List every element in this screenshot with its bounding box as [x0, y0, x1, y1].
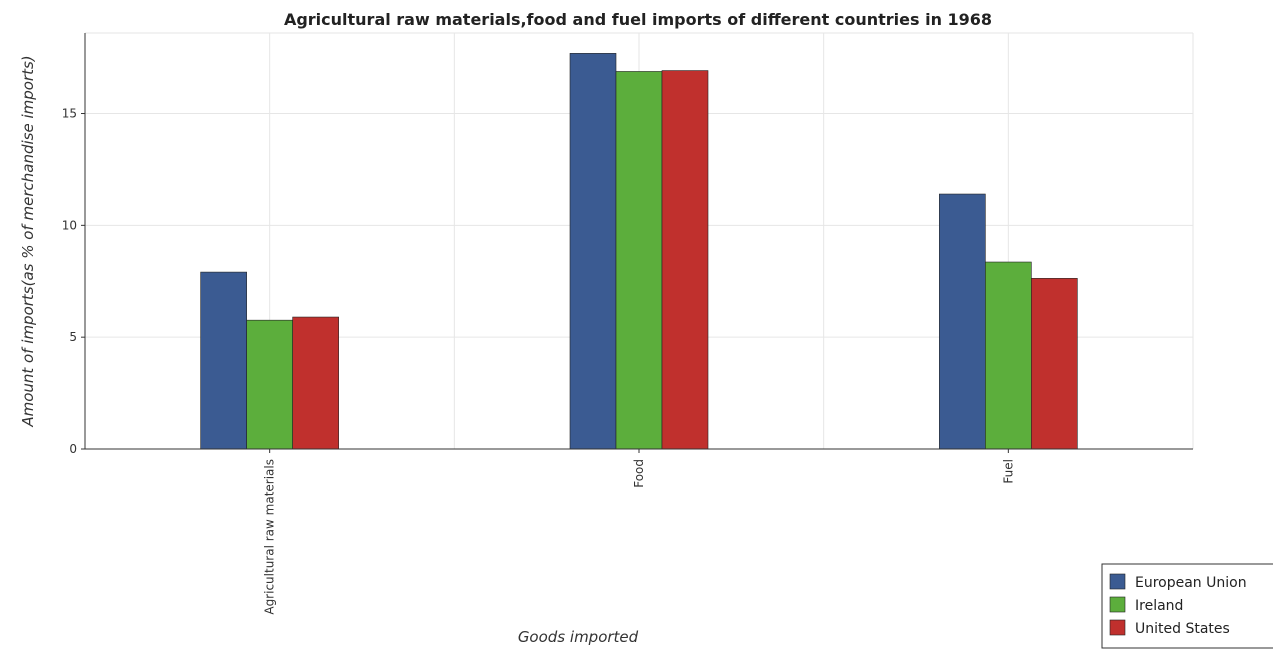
legend-swatch [1109, 573, 1126, 590]
bar-european-union-fuel [939, 193, 986, 450]
bar-united-states-agricultural-raw-materials [292, 316, 339, 450]
bar-european-union-food [569, 53, 617, 450]
bar-ireland-fuel [985, 261, 1032, 450]
bar-united-states-fuel [1031, 278, 1078, 450]
bar-ireland-food [615, 71, 663, 450]
legend: European Union Ireland United States [1101, 563, 1273, 649]
x-tick-label: Food [632, 459, 646, 488]
x-axis-title: Goods imported [518, 628, 639, 646]
y-tick-label: 5 [69, 330, 77, 344]
legend-box [1101, 563, 1273, 649]
bars [200, 53, 1078, 450]
legend-label: United States [1135, 621, 1230, 637]
y-axis-title: Amount of imports(as % of merchandise im… [19, 55, 37, 427]
y-tick-label: 10 [62, 218, 77, 232]
x-tick-label: Fuel [1001, 459, 1015, 484]
legend-label: European Union [1135, 575, 1247, 591]
legend-label: Ireland [1135, 598, 1183, 614]
x-tick-label: Agricultural raw materials [263, 459, 277, 615]
x-ticks: Agricultural raw materials Food Fuel [263, 449, 1015, 615]
legend-swatch [1109, 596, 1126, 613]
y-tick-label: 0 [69, 442, 77, 456]
legend-swatch [1109, 619, 1126, 636]
y-ticks: 0 5 10 15 [62, 107, 85, 456]
chart-title: Agricultural raw materials,food and fuel… [284, 10, 992, 29]
bar-ireland-agricultural-raw-materials [246, 319, 293, 450]
bar-united-states-food [661, 70, 709, 450]
y-tick-label: 15 [62, 107, 77, 121]
bar-european-union-agricultural-raw-materials [200, 271, 247, 450]
